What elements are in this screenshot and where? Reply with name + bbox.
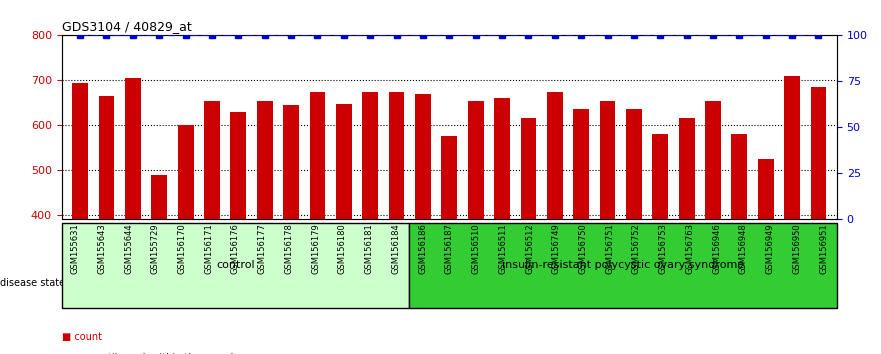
Text: GSM156184: GSM156184 [391,223,400,274]
Text: GSM156178: GSM156178 [285,223,293,274]
Text: GSM156946: GSM156946 [712,223,722,274]
Text: GSM155631: GSM155631 [70,223,79,274]
Bar [574,109,589,354]
Bar [72,82,88,354]
Text: GSM156180: GSM156180 [338,223,347,274]
Text: GSM156181: GSM156181 [365,223,374,274]
Bar [705,101,721,354]
Bar [389,92,404,354]
Text: GSM156186: GSM156186 [418,223,427,274]
Text: GSM156176: GSM156176 [231,223,240,274]
Bar [652,134,668,354]
Text: GSM156170: GSM156170 [177,223,187,274]
Text: GSM156510: GSM156510 [471,223,480,274]
Bar [231,112,247,354]
Text: GSM156177: GSM156177 [257,223,267,274]
Bar [731,134,747,354]
Bar [204,101,220,354]
Bar [152,175,167,354]
Text: GSM156180: GSM156180 [338,223,347,274]
Text: insulin-resistant polycystic ovary syndrome: insulin-resistant polycystic ovary syndr… [502,261,744,270]
Text: GSM156951: GSM156951 [819,223,828,274]
Text: GSM156950: GSM156950 [792,223,802,274]
Text: GSM156752: GSM156752 [632,223,641,274]
Bar [784,76,800,354]
Bar [758,159,774,354]
Text: GSM156763: GSM156763 [685,223,694,274]
Bar [494,98,510,354]
Bar [441,136,457,354]
Text: GDS3104 / 40829_at: GDS3104 / 40829_at [62,20,191,33]
Text: disease state ▶: disease state ▶ [0,278,76,288]
Text: GSM155643: GSM155643 [97,223,107,274]
Text: GSM155729: GSM155729 [151,223,159,274]
Bar [178,125,194,354]
Bar [811,87,826,354]
Text: GSM156511: GSM156511 [499,223,507,274]
Text: GSM156187: GSM156187 [445,223,454,274]
Bar [521,119,537,354]
Text: GSM156750: GSM156750 [579,223,588,274]
Bar [600,101,616,354]
Text: GSM155729: GSM155729 [151,223,159,274]
Text: GSM156171: GSM156171 [204,223,213,274]
Text: GSM156753: GSM156753 [659,223,668,274]
Text: GSM156948: GSM156948 [739,223,748,274]
Text: GSM156181: GSM156181 [365,223,374,274]
Text: GSM156177: GSM156177 [257,223,267,274]
Text: GSM156170: GSM156170 [177,223,187,274]
Text: GSM156751: GSM156751 [605,223,614,274]
Text: GSM156946: GSM156946 [712,223,722,274]
Text: GSM156949: GSM156949 [766,223,774,274]
Bar [336,104,352,354]
Text: GSM155631: GSM155631 [70,223,79,274]
Text: GSM156184: GSM156184 [391,223,400,274]
Bar [99,96,115,354]
Bar [309,92,325,354]
Text: ■ count: ■ count [62,332,101,342]
Text: GSM156752: GSM156752 [632,223,641,274]
Text: GSM156512: GSM156512 [525,223,534,274]
Text: GSM156171: GSM156171 [204,223,213,274]
Text: GSM156176: GSM156176 [231,223,240,274]
Bar [362,92,378,354]
Text: GSM156948: GSM156948 [739,223,748,274]
Text: GSM156186: GSM156186 [418,223,427,274]
Text: GSM155644: GSM155644 [124,223,133,274]
Text: GSM156949: GSM156949 [766,223,774,274]
Text: GSM156763: GSM156763 [685,223,694,274]
Text: GSM156187: GSM156187 [445,223,454,274]
Text: ■ percentile rank within the sample: ■ percentile rank within the sample [62,353,239,354]
Text: GSM156179: GSM156179 [311,223,320,274]
Text: GSM156511: GSM156511 [499,223,507,274]
Bar [678,119,694,354]
Bar [468,101,484,354]
Bar [125,78,141,354]
Bar [283,105,299,354]
Text: GSM156950: GSM156950 [792,223,802,274]
Text: GSM156749: GSM156749 [552,223,560,274]
Bar [547,92,563,354]
Text: GSM156510: GSM156510 [471,223,480,274]
Text: GSM156179: GSM156179 [311,223,320,274]
Text: GSM156751: GSM156751 [605,223,614,274]
Text: GSM156749: GSM156749 [552,223,560,274]
Text: GSM156753: GSM156753 [659,223,668,274]
Bar [626,109,642,354]
Text: GSM155644: GSM155644 [124,223,133,274]
Bar [256,101,272,354]
Text: GSM156178: GSM156178 [285,223,293,274]
Text: GSM156512: GSM156512 [525,223,534,274]
Bar [415,94,431,354]
Text: GSM156750: GSM156750 [579,223,588,274]
Text: GSM155643: GSM155643 [97,223,107,274]
Text: GSM156951: GSM156951 [819,223,828,274]
Text: control: control [216,261,255,270]
